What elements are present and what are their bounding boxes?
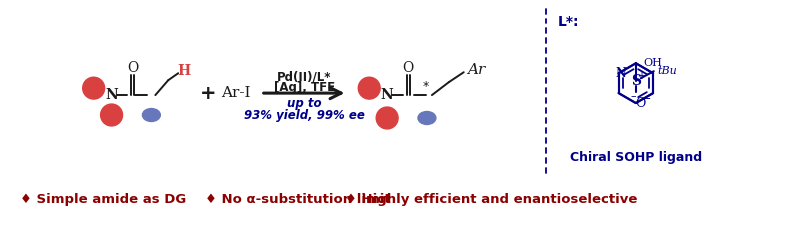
Circle shape: [101, 104, 122, 126]
Text: −: −: [642, 94, 651, 104]
Text: O: O: [636, 97, 646, 109]
Ellipse shape: [142, 109, 160, 122]
Text: Ar-I: Ar-I: [221, 86, 250, 100]
Text: up to: up to: [286, 97, 322, 109]
Text: Chiral SOHP ligand: Chiral SOHP ligand: [570, 151, 702, 164]
Text: N: N: [381, 88, 394, 102]
Text: O: O: [127, 61, 138, 75]
Text: –: –: [630, 91, 636, 101]
Text: ♦ Highly efficient and enantioselective: ♦ Highly efficient and enantioselective: [346, 193, 638, 206]
Text: *: *: [423, 80, 429, 93]
Text: N: N: [615, 67, 626, 80]
Text: S: S: [631, 74, 641, 88]
Text: Ar: Ar: [467, 63, 486, 77]
Text: Pd(II)/L*: Pd(II)/L*: [277, 71, 331, 84]
Text: +: +: [637, 71, 645, 81]
Text: [Ag], TFE: [Ag], TFE: [274, 81, 334, 94]
Circle shape: [376, 107, 398, 129]
Text: +: +: [200, 84, 216, 103]
Text: L*:: L*:: [558, 15, 578, 30]
Text: 93% yield, 99% ee: 93% yield, 99% ee: [244, 109, 365, 122]
Text: H: H: [178, 64, 190, 78]
Circle shape: [82, 77, 105, 99]
Text: OH: OH: [644, 58, 662, 68]
Text: N: N: [105, 88, 118, 102]
Circle shape: [358, 77, 380, 99]
Text: ♦ Simple amide as DG: ♦ Simple amide as DG: [21, 193, 186, 206]
Text: ♦ No α-substitution limit: ♦ No α-substitution limit: [205, 193, 390, 206]
Text: O: O: [402, 61, 414, 75]
Text: tBu: tBu: [658, 66, 678, 76]
Ellipse shape: [418, 112, 436, 125]
